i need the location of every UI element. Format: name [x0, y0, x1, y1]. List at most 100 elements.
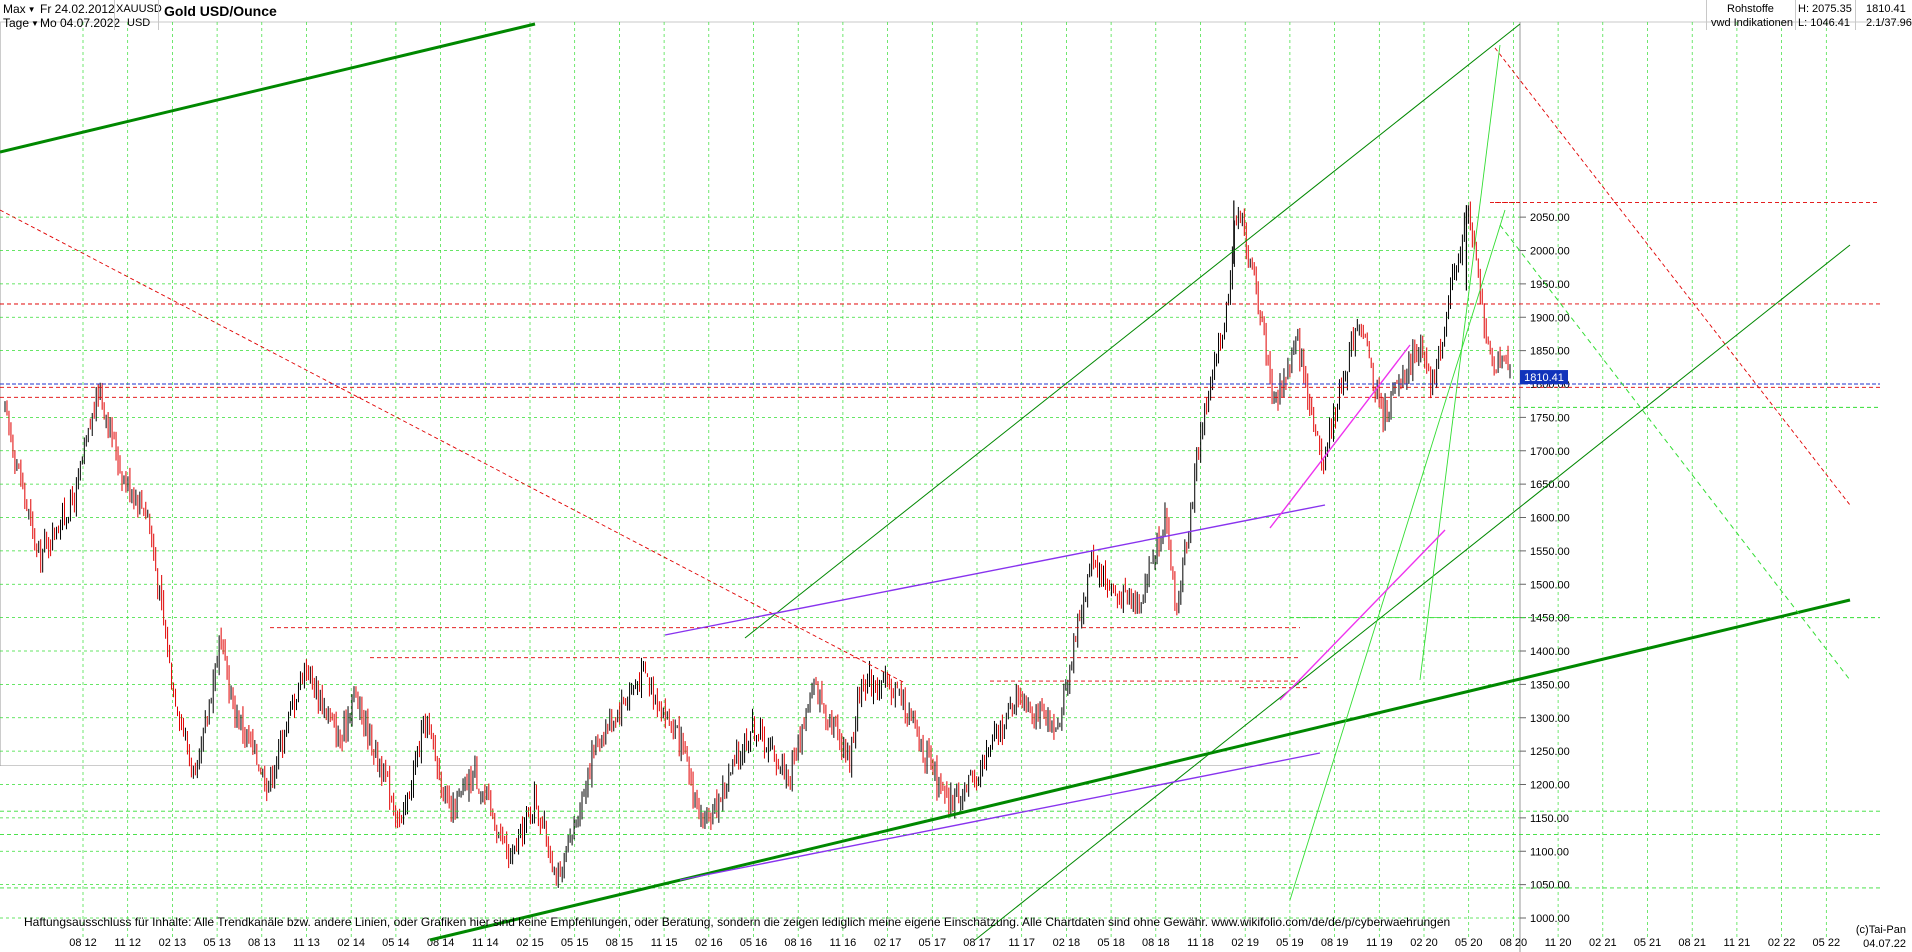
header-divider: [1706, 0, 1707, 30]
range-selector[interactable]: Max ▼: [3, 2, 36, 17]
x-tick-label: 05 16: [740, 937, 768, 949]
x-tick-label: 02 13: [159, 937, 187, 949]
x-tick-label: 08 20: [1500, 937, 1528, 949]
x-tick-label: 05 19: [1276, 937, 1304, 949]
y-tick-label: 1450.00: [1530, 613, 1570, 625]
channel-line: [1499, 224, 1851, 681]
x-tick-label: 11 17: [1008, 937, 1035, 949]
x-tick-label: 11 16: [830, 937, 857, 949]
channel-line: [1289, 209, 1506, 901]
x-tick-label: 08 16: [784, 937, 812, 949]
long-term-trendline: [429, 598, 1851, 942]
x-tick-label: 02 15: [516, 937, 544, 949]
disclaimer-text: Haftungsausschluss für Inhalte: Alle Tre…: [24, 915, 1451, 929]
y-tick-label: 1700.00: [1530, 446, 1570, 458]
last-price-tag-label: 1810.41: [1524, 372, 1564, 384]
x-tick-label: 08 19: [1321, 937, 1349, 949]
low-value: L: 1046.41: [1798, 17, 1850, 29]
channel-line: [1419, 44, 1501, 681]
long-term-trendline: [0, 22, 536, 154]
y-tick-label: 1600.00: [1530, 513, 1570, 525]
x-tick-label: 11 18: [1187, 937, 1214, 949]
x-tick-label: 02 22: [1768, 937, 1796, 949]
channel-line: [744, 23, 1521, 639]
x-tick-label: 08 13: [248, 937, 276, 949]
x-tick-label: 05 14: [382, 937, 410, 949]
y-tick-label: 1300.00: [1530, 713, 1570, 725]
y-tick-label: 2050.00: [1530, 212, 1570, 224]
chevron-down-icon: ▼: [27, 5, 36, 14]
x-tick-label: 11 21: [1724, 937, 1751, 949]
start-date: Fr 24.02.2012: [40, 2, 115, 16]
y-tick-label: 1050.00: [1530, 880, 1570, 892]
x-tick-label: 11 15: [651, 937, 678, 949]
trend-line-purple: [679, 752, 1321, 881]
y-tick-label: 2000.00: [1530, 246, 1570, 258]
x-tick-label: 05 13: [203, 937, 231, 949]
x-tick-label: 02 19: [1231, 937, 1259, 949]
range-label: Max: [3, 2, 26, 16]
x-tick-label: 02 16: [695, 937, 723, 949]
x-tick-label: 05 20: [1455, 937, 1483, 949]
x-tick-label: 11 13: [293, 937, 320, 949]
category-label: Rohstoffe: [1727, 3, 1774, 15]
y-tick-label: 1200.00: [1530, 780, 1570, 792]
currency-label: USD: [127, 17, 151, 29]
x-tick-label: 02 18: [1053, 937, 1081, 949]
header-divider: [1855, 0, 1856, 30]
end-date: Mo 04.07.2022: [40, 16, 121, 30]
x-tick-label: 08 15: [606, 937, 634, 949]
x-tick-label: 02 17: [874, 937, 902, 949]
header-divider: [1795, 0, 1796, 30]
downtrend-line: [1494, 47, 1851, 506]
x-tick-label: 02 21: [1589, 937, 1617, 949]
high-value: H: 2075.35: [1798, 3, 1852, 15]
x-tick-label: 08 21: [1678, 937, 1706, 949]
header-divider: [158, 0, 159, 30]
chevron-down-icon: ▼: [31, 19, 39, 28]
x-tick-label: 11 19: [1366, 937, 1393, 949]
interval-selector[interactable]: Tage ▼: [3, 16, 39, 31]
y-tick-label: 1000.00: [1530, 913, 1570, 925]
downtrend-line: [0, 209, 906, 684]
y-tick-label: 1150.00: [1530, 813, 1569, 825]
y-tick-label: 1500.00: [1530, 579, 1570, 591]
x-tick-label: 05 22: [1813, 937, 1841, 949]
x-tick-label: 08 12: [69, 937, 97, 949]
copyright-label: (c)Tai-Pan: [1855, 924, 1906, 936]
y-tick-label: 1400.00: [1530, 646, 1570, 658]
x-tick-label: 05 21: [1634, 937, 1662, 949]
x-tick-label: 05 17: [919, 937, 947, 949]
x-tick-label: 05 18: [1097, 937, 1125, 949]
y-tick-label: 1950.00: [1530, 279, 1570, 291]
chart-title: Gold USD/Ounce: [164, 3, 277, 19]
trend-line-purple: [664, 504, 1326, 636]
y-tick-label: 1900.00: [1530, 312, 1570, 324]
last-price-tag: [1520, 370, 1568, 385]
interval-label: Tage: [3, 16, 30, 30]
y-tick-label: 1550.00: [1530, 546, 1570, 558]
y-tick-label: 1100.00: [1530, 846, 1569, 858]
y-tick-label: 1350.00: [1530, 679, 1570, 691]
x-tick-label: 11 14: [472, 937, 499, 949]
footer-date: 04.07.22: [1863, 938, 1906, 950]
x-tick-label: 11 20: [1545, 937, 1572, 949]
x-tick-label: 08 18: [1142, 937, 1170, 949]
last-value: 1810.41: [1866, 3, 1906, 15]
x-tick-label: 08 17: [963, 937, 991, 949]
source-label: vwd Indikationen: [1711, 17, 1793, 29]
symbol-label: XAUUSD: [116, 3, 162, 15]
bottom-area: [0, 766, 1912, 952]
x-tick-label: 05 15: [561, 937, 589, 949]
trend-line-magenta: [1269, 344, 1411, 529]
y-tick-label: 1750.00: [1530, 412, 1570, 424]
x-tick-label: 02 14: [337, 937, 365, 949]
y-tick-label: 1850.00: [1530, 346, 1570, 358]
channel-line: [974, 244, 1851, 941]
plot-area: [0, 21, 1521, 767]
trend-line-magenta: [1279, 529, 1446, 701]
change-value: 2.1/37.96: [1866, 17, 1912, 29]
header-divider: [114, 0, 115, 30]
